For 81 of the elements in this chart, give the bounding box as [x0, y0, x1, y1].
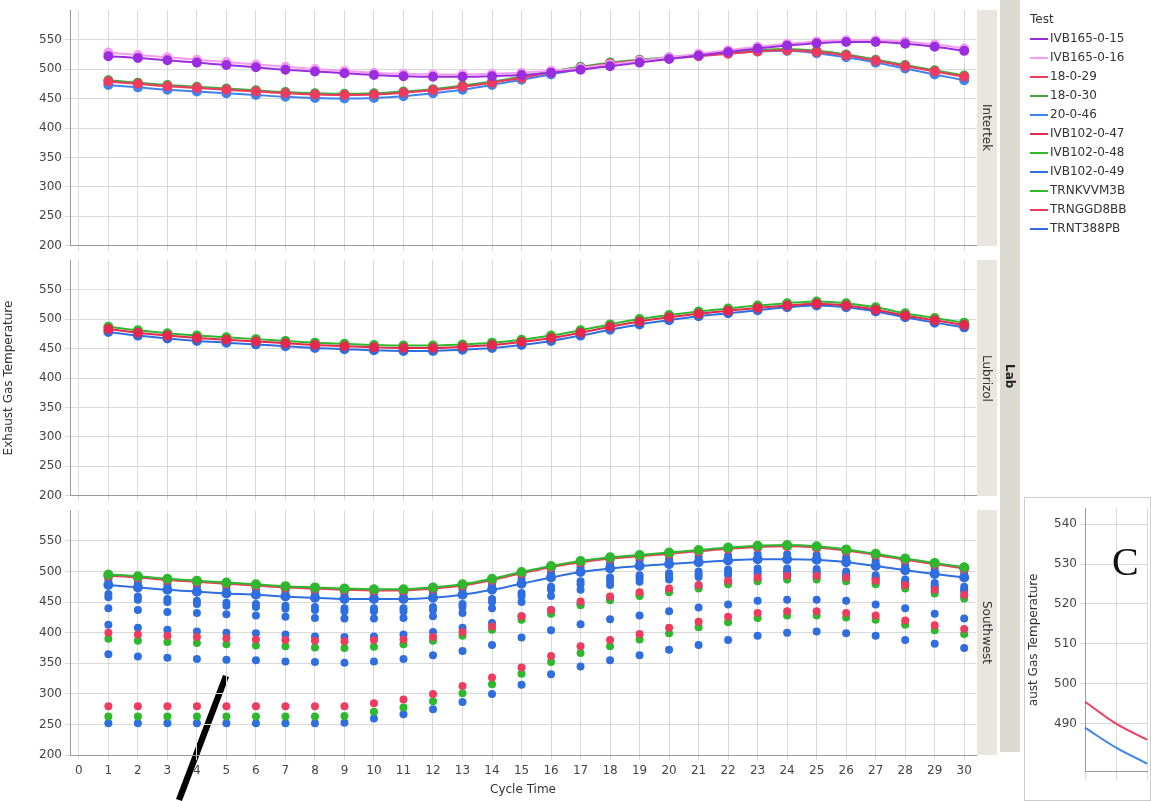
text: TRNGGD8BB: [1050, 201, 1127, 218]
legend-label: IVB102-0-48: [1050, 144, 1125, 161]
y-tick-label: 250: [39, 716, 62, 731]
x-tick-label: 26: [838, 762, 854, 777]
legend-label: IVB165-0-15: [1050, 30, 1125, 47]
y-tick-label: 400: [39, 120, 62, 135]
y-tick-label: 550: [39, 31, 62, 46]
x-tick-label: 22: [720, 762, 736, 777]
x-tick-label: 23: [749, 762, 766, 777]
x-tick-label: 18: [602, 762, 618, 777]
x-tick-label: 0: [75, 762, 83, 777]
y-tick-label: 250: [39, 458, 62, 473]
y-tick-label: 550: [39, 281, 62, 296]
y-tick-label: 500: [1054, 675, 1077, 690]
y-tick-label: 510: [1054, 636, 1077, 651]
y-tick-label: 300: [39, 686, 62, 701]
y-tick-label: 300: [39, 179, 62, 194]
x-tick-label: 3: [163, 762, 172, 777]
x-tick-label: 30: [956, 762, 972, 777]
x-tick-label: 1: [104, 762, 113, 777]
x-tick-label: 21: [690, 762, 707, 777]
x-tick-label: 6: [252, 762, 260, 777]
text: TRNKVVM3B: [1050, 182, 1126, 199]
x-tick-label: 2: [134, 762, 142, 777]
x-tick-label: 7: [281, 762, 290, 777]
y-tick-label: 490: [1054, 715, 1077, 730]
y-tick-label: 400: [39, 624, 62, 639]
y-tick-label: 530: [1054, 556, 1077, 571]
x-tick-label: 20: [661, 762, 677, 777]
y-axis-title: Exhaust Gas Temperature: [1, 300, 16, 456]
y-tick-label: 400: [39, 370, 62, 385]
legend-title: Test: [1030, 11, 1055, 28]
y-tick-label: 500: [39, 311, 62, 326]
legend-label: IVB165-0-16: [1050, 49, 1125, 66]
x-tick-label: 13: [454, 762, 471, 777]
x-tick-label: 28: [897, 762, 913, 777]
x-tick-label: 10: [366, 762, 382, 777]
x-tick-label: 12: [425, 762, 441, 777]
y-tick-label: 450: [39, 340, 62, 355]
x-tick-label: 25: [809, 762, 825, 777]
y-tick-label: 200: [39, 747, 62, 762]
y-tick-label: 520: [1054, 596, 1077, 611]
y-tick-label: 450: [39, 90, 62, 105]
text: Lubrizol: [977, 260, 997, 496]
legend-label: IVB102-0-49: [1050, 163, 1125, 180]
x-tick-label: 16: [543, 762, 559, 777]
x-tick-label: 8: [311, 762, 319, 777]
y-tick-label: 200: [39, 487, 62, 502]
x-tick-label: 24: [779, 762, 795, 777]
y-tick-label: 450: [39, 594, 62, 609]
x-tick-label: 9: [340, 762, 349, 777]
x-tick-label: 19: [631, 762, 648, 777]
annotation: C: [1112, 539, 1139, 584]
x-axis-title: Cycle Time: [490, 781, 556, 796]
x-tick-label: 27: [868, 762, 884, 777]
text: Intertek: [977, 10, 997, 246]
y-tick-label: 500: [39, 61, 62, 76]
text: TRNT388PB: [1050, 220, 1121, 237]
y-tick-label: 540: [1054, 516, 1077, 531]
x-tick-label: 5: [222, 762, 231, 777]
y-tick-label: 350: [39, 655, 62, 670]
y-tick-label: 350: [39, 149, 62, 164]
y-tick-label: 200: [39, 237, 62, 252]
legend-label: 18-0-29: [1050, 68, 1097, 85]
legend-label: 18-0-30: [1050, 87, 1097, 104]
y-tick-label: 550: [39, 532, 62, 547]
x-tick-label: 14: [484, 762, 500, 777]
legend-label: 20-0-46: [1050, 106, 1097, 123]
x-tick-label: 4: [193, 762, 201, 777]
x-tick-label: 29: [927, 762, 943, 777]
y-tick-label: 300: [39, 429, 62, 444]
x-tick-label: 17: [572, 762, 589, 777]
text: Southwest: [977, 510, 997, 756]
y-tick-label: 250: [39, 208, 62, 223]
x-tick-label: 15: [513, 762, 530, 777]
y-axis-title: aust Gas Temperature: [1026, 573, 1041, 707]
y-tick-label: 350: [39, 399, 62, 414]
x-tick-label: 11: [395, 762, 412, 777]
legend-label: IVB102-0-47: [1050, 125, 1125, 142]
text: Lab: [1000, 0, 1020, 752]
y-tick-label: 500: [39, 563, 62, 578]
